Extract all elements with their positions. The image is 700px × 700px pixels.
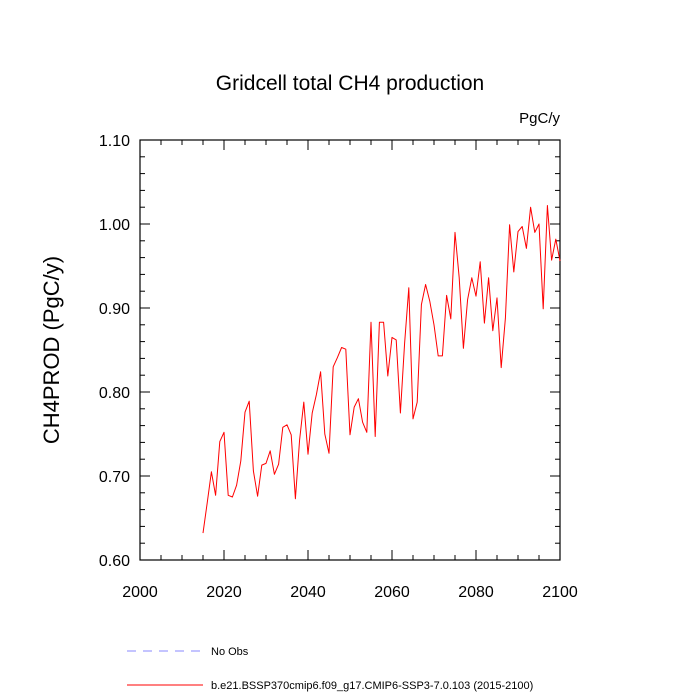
series-lines bbox=[202, 205, 561, 534]
legend-label: b.e21.BSSP370cmip6.f09_g17.CMIP6-SSP3-7.… bbox=[211, 680, 533, 692]
x-tick-label: 2080 bbox=[458, 584, 494, 601]
plot-frame bbox=[139, 139, 561, 561]
y-tick-label: 0.80 bbox=[99, 385, 130, 402]
series-line bbox=[202, 205, 561, 534]
y-tick-label: 0.60 bbox=[99, 553, 130, 570]
chart-title: Gridcell total CH4 production bbox=[216, 72, 484, 95]
y-tick-label: 0.90 bbox=[99, 301, 130, 318]
axes: 2000 2020 2040 2060 2080 2100 0.60 0.70 0.80 0.90… bbox=[99, 133, 578, 601]
y-tick-label: 1.10 bbox=[99, 133, 130, 150]
y-tick-label: 1.00 bbox=[99, 217, 130, 234]
x-tick-label: 2000 bbox=[122, 584, 158, 601]
x-tick-label: 2020 bbox=[206, 584, 242, 601]
x-tick-label: 2060 bbox=[374, 584, 410, 601]
units-label: PgC/y bbox=[519, 110, 560, 127]
x-tick-label: 2100 bbox=[542, 584, 578, 601]
y-axis-label: CH4PROD (PgC/y) bbox=[39, 256, 64, 444]
x-tick-label: 2040 bbox=[290, 584, 326, 601]
legend-label: No Obs bbox=[211, 646, 249, 658]
y-tick-label: 0.70 bbox=[99, 469, 130, 486]
legend: No Obs b.e21.BSSP370cmip6.f09_g17.CMIP6-S… bbox=[127, 646, 533, 692]
